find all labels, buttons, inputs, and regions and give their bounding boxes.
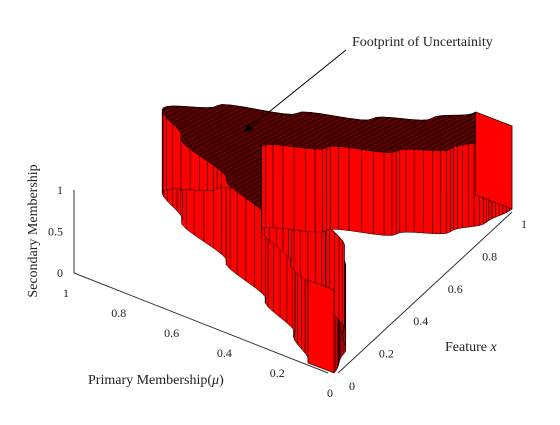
fou-front-wall-strip bbox=[450, 147, 453, 232]
x-tick-label: 1 bbox=[521, 217, 527, 231]
fou-left-end-cap bbox=[308, 280, 334, 373]
x-tick-label: 0.6 bbox=[448, 282, 463, 296]
y-tick-label: 0.4 bbox=[217, 346, 232, 360]
fou-back-wall-strip bbox=[305, 270, 308, 357]
fou-front-wall-strip bbox=[273, 145, 283, 229]
fou-front-wall-strip bbox=[468, 143, 474, 227]
fou-front-wall-strip bbox=[338, 146, 349, 230]
fou-front-wall-strip bbox=[447, 149, 451, 234]
x-tick-label: 0 bbox=[349, 379, 355, 393]
x-tick-label: 0.8 bbox=[482, 249, 497, 263]
x-axis-label-var: x bbox=[489, 340, 497, 355]
z-tick-label: 0 bbox=[57, 266, 63, 280]
fou-front-wall-strip bbox=[339, 237, 343, 324]
fou-back-wall-strip bbox=[246, 198, 255, 287]
z-axis-label: Secondary Membership bbox=[26, 164, 41, 297]
fou-front-wall-strip bbox=[294, 147, 305, 231]
fou-front-wall-strip bbox=[458, 145, 463, 229]
y-tick-label: 0.8 bbox=[111, 306, 126, 320]
fou-front-wall-strip bbox=[326, 146, 330, 230]
fou-front-wall-strip bbox=[392, 151, 396, 235]
z-tick-label: 0.5 bbox=[48, 225, 63, 239]
fou-back-wall-strip bbox=[237, 192, 246, 281]
fou-front-wall-strip bbox=[384, 152, 392, 235]
fou-front-wall-strip bbox=[423, 150, 432, 234]
fou-front-wall-strip bbox=[343, 241, 345, 328]
fou-back-wall-strip bbox=[255, 204, 262, 293]
fou-back-wall-strip bbox=[226, 182, 230, 269]
x-axis-label-prefix: Feature bbox=[445, 340, 490, 355]
fou-front-wall-strip bbox=[400, 149, 406, 233]
fou-front-wall-strip bbox=[283, 145, 294, 229]
fou-front-wall-strip bbox=[266, 145, 273, 228]
fou-front-wall-strip bbox=[373, 151, 384, 235]
y-tick-label: 1 bbox=[63, 286, 69, 300]
y-axis-label-var: μ bbox=[211, 373, 219, 388]
fou-surface bbox=[162, 104, 512, 373]
annotation-text: Footprint of Uncertainity bbox=[352, 35, 493, 50]
fou-front-wall-strip bbox=[441, 150, 447, 234]
fou-front-wall-strip bbox=[432, 151, 440, 234]
fou-front-wall-strip bbox=[396, 150, 400, 235]
fou-front-wall-strip bbox=[334, 232, 339, 320]
fou-front-wall-strip bbox=[463, 144, 469, 228]
fou-back-wall-strip bbox=[163, 106, 167, 191]
fou-front-wall-strip bbox=[262, 145, 266, 229]
fou-front-wall-strip bbox=[361, 149, 373, 234]
fou-front-wall-strip bbox=[414, 149, 423, 233]
y-tick-label: 0.2 bbox=[270, 366, 285, 380]
y-tick-label: 0 bbox=[327, 386, 333, 400]
fou-front-wall-strip bbox=[322, 148, 326, 232]
y-tick-label: 0.6 bbox=[164, 326, 179, 340]
y-axis-label-suffix: ) bbox=[219, 373, 224, 388]
x-tick-label: 0.4 bbox=[413, 314, 428, 328]
y-axis-label-prefix: Primary Membership( bbox=[88, 373, 212, 388]
fou-back-wall-strip bbox=[230, 186, 237, 275]
fou-front-wall-strip bbox=[315, 149, 322, 232]
fou-front-wall-strip bbox=[305, 148, 315, 232]
fou-front-wall-strip bbox=[349, 148, 361, 233]
x-axis-label: Feature x bbox=[445, 340, 497, 355]
y-axis-label: Primary Membership(μ) bbox=[88, 373, 224, 388]
z-tick-label: 1 bbox=[57, 183, 63, 197]
fou-front-wall-strip bbox=[453, 146, 457, 230]
fou-front-wall-strip bbox=[406, 149, 414, 232]
fou-front-wall-strip bbox=[331, 146, 339, 229]
fou-right-end-cap bbox=[476, 112, 512, 209]
x-tick-label: 0.2 bbox=[379, 347, 394, 361]
